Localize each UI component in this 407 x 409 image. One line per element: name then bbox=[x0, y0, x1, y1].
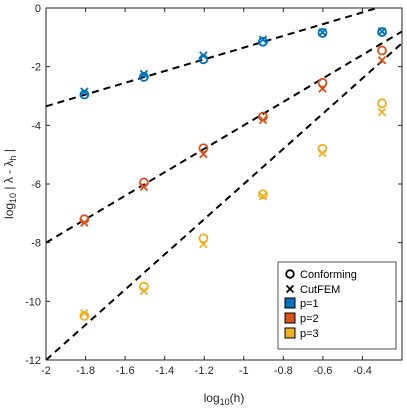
cutfem-marker-p1-3 bbox=[258, 35, 268, 44]
x-axis-ticks: -2 -1.8 -1.6 -1.4 -1.2 -1 -0.8 -0.6 -0.4 bbox=[41, 8, 372, 377]
cutfem-marker-p1-0 bbox=[80, 87, 89, 96]
legend-label-p1: p=1 bbox=[300, 298, 319, 310]
x-tick-label: -2 bbox=[41, 365, 51, 377]
legend: Conforming CutFEM p=1 p=2 p=3 bbox=[277, 261, 397, 350]
x-axis-label: log10(h) bbox=[204, 391, 245, 407]
y-tick-label: -8 bbox=[31, 238, 41, 250]
reference-line-1 bbox=[46, 8, 381, 108]
y-tick-label: -4 bbox=[31, 120, 41, 132]
x-tick-label: -1 bbox=[239, 365, 249, 377]
conforming-marker-p2-4 bbox=[317, 77, 328, 88]
legend-label-conforming: Conforming bbox=[300, 269, 357, 281]
legend-box bbox=[277, 261, 397, 350]
cutfem-marker-p1-4 bbox=[318, 28, 327, 37]
cutfem-marker-p1-5 bbox=[377, 27, 387, 36]
x-tick-label: -1.8 bbox=[76, 365, 95, 377]
cutfem-marker-p3-5 bbox=[377, 107, 387, 117]
cutfem-marker-p3-4 bbox=[318, 148, 327, 158]
cutfem-marker-p2-1 bbox=[139, 182, 149, 192]
x-tick-label: -0.6 bbox=[313, 365, 332, 377]
y-tick-label: -12 bbox=[25, 355, 41, 367]
conforming-marker-p3-5 bbox=[377, 98, 387, 109]
legend-swatch-p1 bbox=[284, 297, 296, 309]
x-tick-label: -0.4 bbox=[353, 365, 372, 377]
cutfem-marker-p3-2 bbox=[199, 239, 208, 249]
reference-line-2 bbox=[46, 30, 402, 244]
cutfem-marker-p2-5 bbox=[377, 55, 387, 65]
x-tick-label: -1.4 bbox=[155, 365, 174, 377]
cutfem-marker-p1-2 bbox=[199, 51, 208, 60]
reference-lines bbox=[46, 8, 402, 360]
cutfem-marker-p3-3 bbox=[258, 192, 268, 201]
cutfem-marker-p2-2 bbox=[199, 149, 208, 159]
y-tick-label: 0 bbox=[35, 3, 41, 15]
conforming-marker-p2-2 bbox=[198, 143, 209, 154]
x-tick-label: -1.6 bbox=[116, 365, 135, 377]
y-tick-label: -10 bbox=[25, 296, 41, 308]
data-markers bbox=[79, 27, 387, 321]
conforming-marker-p1-3 bbox=[258, 36, 268, 47]
conforming-marker-p3-2 bbox=[198, 233, 209, 244]
reference-line-3 bbox=[46, 42, 402, 360]
legend-label-p3: p=3 bbox=[300, 328, 319, 340]
x-tick-label: -0.8 bbox=[274, 365, 293, 377]
legend-label-cutfem: CutFEM bbox=[300, 284, 340, 296]
cutfem-marker-p2-4 bbox=[318, 84, 327, 93]
y-tick-label: -6 bbox=[31, 179, 41, 191]
conforming-marker-p1-5 bbox=[377, 27, 387, 37]
conforming-marker-p2-5 bbox=[377, 45, 387, 56]
legend-swatch-p3 bbox=[284, 327, 296, 339]
y-axis-label: log10 | λ - λh | bbox=[2, 149, 18, 219]
legend-swatch-p2 bbox=[284, 312, 296, 324]
x-tick-label: -1.2 bbox=[195, 365, 214, 377]
legend-cross-marker bbox=[285, 284, 295, 294]
y-tick-label: -2 bbox=[31, 62, 41, 74]
conforming-marker-p3-3 bbox=[258, 189, 268, 200]
cutfem-marker-p3-1 bbox=[139, 286, 149, 296]
cutfem-marker-p3-0 bbox=[80, 308, 89, 318]
cutfem-marker-p2-0 bbox=[80, 218, 89, 227]
y-axis-ticks: -12 -10 -8 -6 -4 -2 0 bbox=[25, 3, 402, 367]
legend-label-p2: p=2 bbox=[300, 313, 319, 325]
cutfem-marker-p1-1 bbox=[139, 69, 149, 79]
legend-circle-marker bbox=[285, 269, 295, 279]
cutfem-marker-p2-3 bbox=[258, 115, 268, 125]
conforming-marker-p1-4 bbox=[317, 28, 328, 38]
